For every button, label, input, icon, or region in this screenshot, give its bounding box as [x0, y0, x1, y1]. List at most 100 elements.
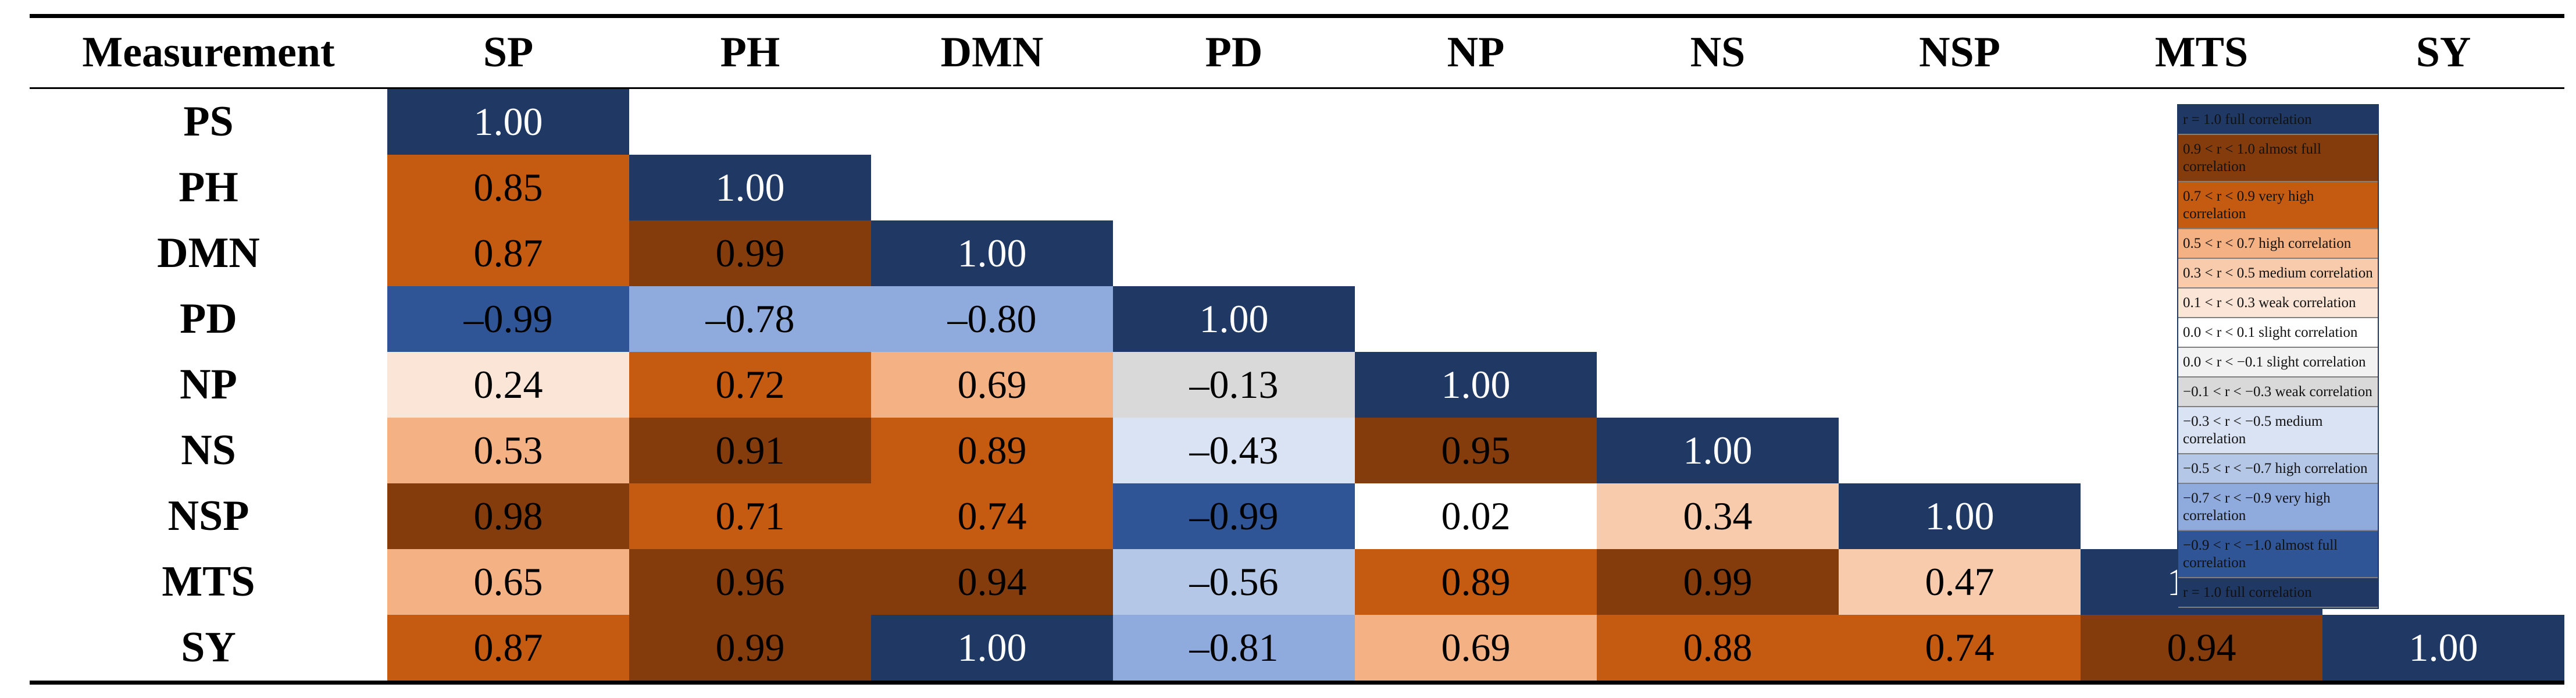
legend-entry: 0.3 < r < 0.5 medium correlation	[2178, 259, 2378, 289]
cell: –0.78	[629, 286, 871, 352]
cell: –0.56	[1113, 549, 1355, 615]
cell: 0.24	[387, 352, 629, 418]
empty-cell	[1355, 89, 1597, 155]
legend-entry: 0.1 < r < 0.3 weak correlation	[2178, 289, 2378, 318]
cell: 0.74	[1839, 615, 2081, 681]
row-label: NS	[181, 426, 236, 474]
cell: 0.87	[387, 615, 629, 681]
row-label: SY	[181, 624, 236, 671]
legend-entry: r = 1.0 full correlation	[2178, 578, 2378, 608]
cell: –0.43	[1113, 418, 1355, 483]
empty-cell	[1113, 220, 1355, 286]
empty-cell	[1839, 286, 2081, 352]
legend-entry: −0.3 < r < −0.5 medium correlation	[2178, 407, 2378, 454]
empty-cell	[629, 89, 871, 155]
cell: –0.99	[387, 286, 629, 352]
header-cell: PH	[720, 29, 780, 76]
cell: –0.13	[1113, 352, 1355, 418]
legend-entry: 0.7 < r < 0.9 very high correlation	[2178, 182, 2378, 229]
cell: 0.96	[629, 549, 871, 615]
cell: 0.99	[629, 220, 871, 286]
row-label: PD	[180, 295, 237, 343]
cell: 0.89	[871, 418, 1113, 483]
cell: 0.34	[1597, 483, 1839, 549]
cell: 1.00	[871, 615, 1113, 681]
legend-entry: 0.0 < r < −0.1 slight correlation	[2178, 348, 2378, 378]
row-label: NSP	[167, 492, 249, 540]
empty-cell	[1113, 89, 1355, 155]
row-label: NP	[180, 361, 237, 408]
empty-cell	[1355, 220, 1597, 286]
cell: 1.00	[871, 220, 1113, 286]
legend-entry: −0.9 < r < −1.0 almost full correlation	[2178, 531, 2378, 578]
legend-entry: 0.9 < r < 1.0 almost full correlation	[2178, 135, 2378, 182]
row-label: MTS	[162, 558, 255, 606]
header-cell: NS	[1690, 29, 1746, 76]
cell: 1.00	[1355, 352, 1597, 418]
cell: 0.87	[387, 220, 629, 286]
header-cell: SP	[483, 29, 534, 76]
empty-cell	[1597, 352, 1839, 418]
empty-cell	[1355, 155, 1597, 220]
cell: –0.99	[1113, 483, 1355, 549]
empty-cell	[1113, 155, 1355, 220]
legend-entry: r = 1.0 full correlation	[2178, 105, 2378, 135]
cell: 0.69	[871, 352, 1113, 418]
header-cell: NP	[1447, 29, 1505, 76]
cell: 0.98	[387, 483, 629, 549]
empty-cell	[1597, 220, 1839, 286]
cell: 0.74	[871, 483, 1113, 549]
table-row: NP 0.24 0.72 0.69 –0.13 1.00	[30, 352, 2564, 418]
cell: 1.00	[387, 89, 629, 155]
cell: –0.81	[1113, 615, 1355, 681]
empty-cell	[1839, 89, 2081, 155]
cell: 0.88	[1597, 615, 1839, 681]
cell: –0.80	[871, 286, 1113, 352]
correlation-table: Measurement SP PH DMN PD NP NS NSP MTS SY PS 1.00 P…	[30, 14, 2564, 685]
empty-cell	[871, 89, 1113, 155]
cell: 0.65	[387, 549, 629, 615]
table-body: PS 1.00 PH 0.85 1.00 DMN 0.87 0.99 1.00 PD –0.99 –0…	[30, 89, 2564, 681]
empty-cell	[1597, 286, 1839, 352]
rule	[30, 14, 2564, 18]
cell: 0.99	[1597, 549, 1839, 615]
legend-entry: 0.5 < r < 0.7 high correlation	[2178, 229, 2378, 259]
cell: 1.00	[2322, 615, 2564, 681]
empty-cell	[1355, 286, 1597, 352]
cell: 1.00	[629, 155, 871, 220]
empty-cell	[871, 155, 1113, 220]
cell: 0.91	[629, 418, 871, 483]
legend-entry: −0.1 < r < −0.3 weak correlation	[2178, 378, 2378, 407]
header-cell: SY	[2416, 29, 2471, 76]
header-cell: Measurement	[82, 29, 335, 76]
table-row: PH 0.85 1.00	[30, 155, 2564, 220]
empty-cell	[1839, 220, 2081, 286]
table-row: DMN 0.87 0.99 1.00	[30, 220, 2564, 286]
cell: 0.99	[629, 615, 871, 681]
empty-cell	[1597, 155, 1839, 220]
cell: 0.71	[629, 483, 871, 549]
empty-cell	[1839, 155, 2081, 220]
cell: 0.47	[1839, 549, 2081, 615]
header-row: Measurement SP PH DMN PD NP NS NSP MTS SY	[30, 18, 2564, 89]
cell: 1.00	[1597, 418, 1839, 483]
table-row: NS 0.53 0.91 0.89 –0.43 0.95 1.00	[30, 418, 2564, 483]
row-label: PS	[183, 98, 234, 145]
cell: 0.72	[629, 352, 871, 418]
table-row: PD –0.99 –0.78 –0.80 1.00	[30, 286, 2564, 352]
table-row: NSP 0.98 0.71 0.74 –0.99 0.02 0.34 1.00	[30, 483, 2564, 549]
empty-cell	[1839, 418, 2081, 483]
empty-cell	[1597, 89, 1839, 155]
row-label: PH	[179, 163, 238, 211]
header-cell: NSP	[1919, 29, 2000, 76]
cell: 1.00	[1113, 286, 1355, 352]
cell: 0.89	[1355, 549, 1597, 615]
cell: 1.00	[1839, 483, 2081, 549]
table-row: PS 1.00	[30, 89, 2564, 155]
rule	[30, 681, 2564, 685]
table-row: SY 0.87 0.99 1.00 –0.81 0.69 0.88 0.74 0.94 1.00	[30, 615, 2564, 681]
cell: 0.85	[387, 155, 629, 220]
cell: 0.53	[387, 418, 629, 483]
